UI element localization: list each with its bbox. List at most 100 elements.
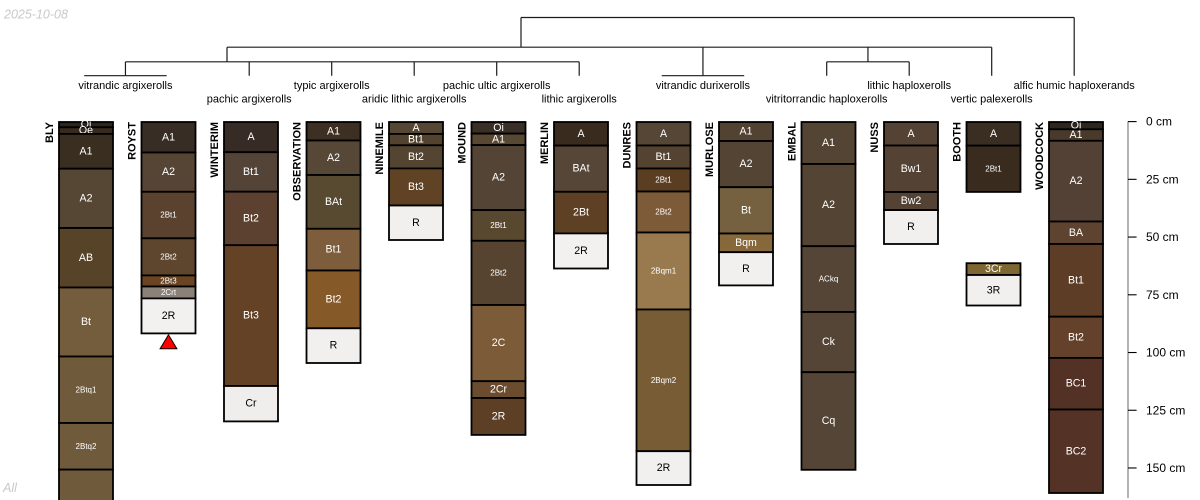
svg-text:Bt2: Bt2 bbox=[408, 151, 424, 163]
svg-text:2Bt2: 2Bt2 bbox=[490, 268, 507, 277]
svg-text:Bt1: Bt1 bbox=[656, 151, 672, 163]
svg-text:A: A bbox=[577, 128, 585, 140]
svg-text:aridic lithic argixerolls: aridic lithic argixerolls bbox=[362, 94, 467, 106]
svg-text:A: A bbox=[907, 128, 915, 140]
svg-text:2Bt1: 2Bt1 bbox=[160, 211, 177, 220]
svg-text:2025-10-08: 2025-10-08 bbox=[3, 8, 68, 22]
svg-text:2R: 2R bbox=[162, 310, 176, 322]
svg-text:2R: 2R bbox=[574, 245, 588, 257]
svg-text:A: A bbox=[660, 128, 668, 140]
svg-text:2Bt1: 2Bt1 bbox=[655, 176, 672, 185]
svg-text:2Cr: 2Cr bbox=[490, 384, 508, 396]
svg-text:vitrandic argixerolls: vitrandic argixerolls bbox=[78, 80, 173, 92]
svg-text:Bt3: Bt3 bbox=[408, 181, 424, 193]
svg-text:100 cm: 100 cm bbox=[1146, 346, 1185, 360]
svg-text:All: All bbox=[2, 481, 18, 495]
svg-text:Bt2: Bt2 bbox=[243, 212, 259, 224]
svg-text:0 cm: 0 cm bbox=[1146, 115, 1172, 129]
svg-text:Bt3: Bt3 bbox=[243, 310, 259, 322]
svg-text:A1: A1 bbox=[740, 126, 753, 138]
svg-text:BAt: BAt bbox=[325, 196, 342, 208]
svg-text:A2: A2 bbox=[1070, 175, 1083, 187]
svg-text:Bt1: Bt1 bbox=[1068, 274, 1084, 286]
svg-text:Bqm: Bqm bbox=[735, 237, 757, 249]
svg-text:BC1: BC1 bbox=[1066, 378, 1087, 390]
svg-text:50 cm: 50 cm bbox=[1146, 230, 1179, 244]
svg-text:AB: AB bbox=[79, 252, 93, 264]
svg-text:A1: A1 bbox=[822, 137, 835, 149]
svg-text:WOODCOCK: WOODCOCK bbox=[1034, 122, 1046, 190]
svg-text:Cq: Cq bbox=[822, 415, 836, 427]
svg-text:R: R bbox=[742, 263, 750, 275]
svg-text:NINEMILE: NINEMILE bbox=[374, 122, 386, 175]
svg-text:A: A bbox=[412, 122, 420, 134]
svg-text:A2: A2 bbox=[740, 158, 753, 170]
svg-text:Oi: Oi bbox=[1071, 120, 1082, 132]
svg-text:WINTERIM: WINTERIM bbox=[209, 122, 221, 178]
svg-text:R: R bbox=[412, 217, 420, 229]
svg-text:MOUND: MOUND bbox=[456, 122, 468, 164]
svg-text:Cr: Cr bbox=[245, 398, 257, 410]
svg-text:2R: 2R bbox=[657, 462, 671, 474]
svg-text:2Bt3: 2Bt3 bbox=[160, 276, 177, 285]
svg-text:2Bt2: 2Bt2 bbox=[655, 208, 672, 217]
svg-text:R: R bbox=[907, 221, 915, 233]
svg-text:Ck: Ck bbox=[822, 336, 836, 348]
svg-text:lithic argixerolls: lithic argixerolls bbox=[542, 94, 618, 106]
svg-text:NUSS: NUSS bbox=[869, 122, 881, 153]
svg-text:2Bt1: 2Bt1 bbox=[985, 164, 1002, 173]
svg-text:BOOTH: BOOTH bbox=[951, 122, 963, 162]
svg-text:2Crt: 2Crt bbox=[161, 288, 177, 297]
svg-text:150 cm: 150 cm bbox=[1146, 461, 1185, 475]
svg-text:lithic haploxerolls: lithic haploxerolls bbox=[867, 80, 951, 92]
svg-text:A2: A2 bbox=[162, 166, 175, 178]
svg-text:DUNRES: DUNRES bbox=[621, 122, 633, 168]
svg-text:A2: A2 bbox=[80, 192, 93, 204]
svg-text:BA: BA bbox=[1069, 227, 1084, 239]
svg-text:A1: A1 bbox=[492, 133, 505, 145]
svg-text:Oi: Oi bbox=[81, 119, 92, 131]
svg-text:75 cm: 75 cm bbox=[1146, 288, 1179, 302]
svg-text:A: A bbox=[247, 131, 255, 143]
svg-text:A1: A1 bbox=[162, 131, 175, 143]
svg-text:2R: 2R bbox=[492, 410, 506, 422]
svg-text:A2: A2 bbox=[327, 152, 340, 164]
svg-text:EMBAL: EMBAL bbox=[786, 122, 798, 161]
svg-text:Bt2: Bt2 bbox=[1068, 331, 1084, 343]
svg-text:2Bt2: 2Bt2 bbox=[160, 252, 177, 261]
svg-text:BC2: BC2 bbox=[1066, 445, 1087, 457]
svg-text:A1: A1 bbox=[327, 125, 340, 137]
svg-text:Oi: Oi bbox=[493, 122, 504, 134]
svg-text:Bt: Bt bbox=[741, 204, 751, 216]
svg-text:Bt2: Bt2 bbox=[326, 293, 342, 305]
svg-text:Bt1: Bt1 bbox=[326, 244, 342, 256]
svg-text:A1: A1 bbox=[80, 145, 93, 157]
svg-text:2Btq1: 2Btq1 bbox=[76, 385, 97, 394]
svg-text:pachic ultic argixerolls: pachic ultic argixerolls bbox=[443, 80, 551, 92]
svg-text:2Bqm2: 2Bqm2 bbox=[651, 376, 677, 385]
svg-text:2Bt1: 2Bt1 bbox=[490, 221, 507, 230]
svg-text:25 cm: 25 cm bbox=[1146, 172, 1179, 186]
svg-text:125 cm: 125 cm bbox=[1146, 403, 1185, 417]
svg-text:vitritorrandic haploxerolls: vitritorrandic haploxerolls bbox=[766, 94, 888, 106]
svg-text:BAt: BAt bbox=[572, 163, 589, 175]
svg-text:ROYST: ROYST bbox=[126, 122, 138, 160]
svg-text:vertic palexerolls: vertic palexerolls bbox=[951, 94, 1033, 106]
svg-text:ACkq: ACkq bbox=[819, 275, 839, 284]
svg-text:typic argixerolls: typic argixerolls bbox=[294, 80, 370, 92]
svg-text:2Bqm1: 2Bqm1 bbox=[651, 267, 677, 276]
svg-text:MERLIN: MERLIN bbox=[539, 122, 551, 164]
svg-text:Bw2: Bw2 bbox=[901, 195, 922, 207]
svg-text:MURLOSE: MURLOSE bbox=[704, 122, 716, 177]
svg-text:3Cr: 3Cr bbox=[985, 263, 1003, 275]
svg-text:Bt: Bt bbox=[81, 316, 91, 328]
svg-text:Bw1: Bw1 bbox=[901, 163, 922, 175]
svg-text:Bt1: Bt1 bbox=[243, 166, 259, 178]
svg-text:A2: A2 bbox=[492, 172, 505, 184]
svg-text:A: A bbox=[990, 128, 998, 140]
svg-text:R: R bbox=[330, 340, 338, 352]
svg-text:Bt1: Bt1 bbox=[408, 134, 424, 146]
svg-text:OBSERVATION: OBSERVATION bbox=[291, 122, 303, 201]
svg-text:pachic argixerolls: pachic argixerolls bbox=[207, 94, 292, 106]
svg-text:BLY: BLY bbox=[44, 121, 56, 143]
